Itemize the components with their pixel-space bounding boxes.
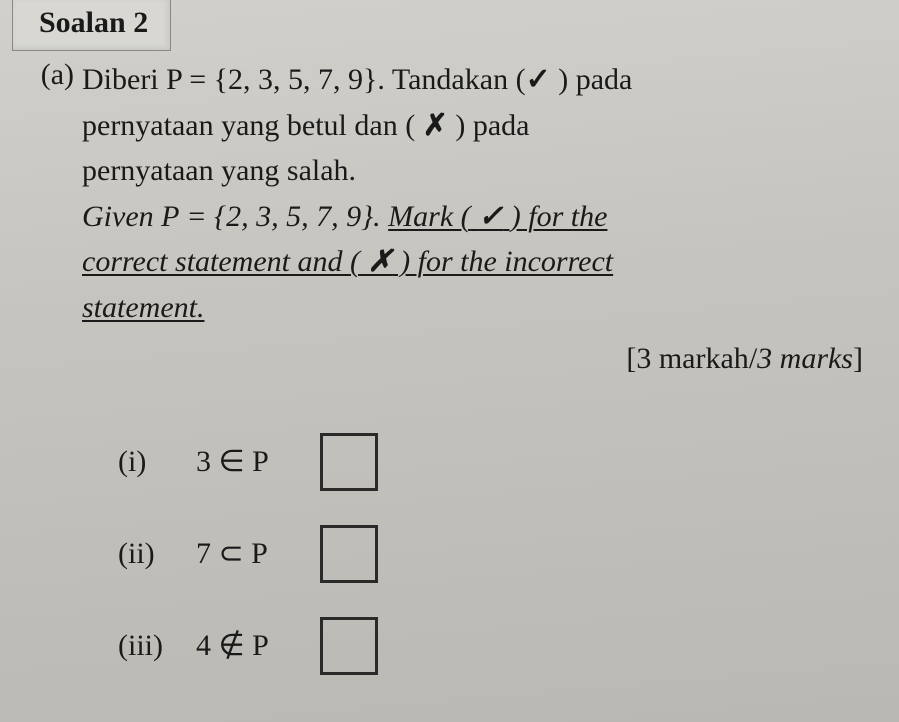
item-stmt-3: 4 ∉ P	[196, 624, 316, 668]
marks-slash: /	[749, 342, 757, 375]
marks-close: ]	[853, 342, 863, 375]
cross-icon: ✗	[423, 109, 448, 142]
malay-l2-a: pernyataan yang betul dan (	[82, 109, 415, 142]
eng-l1-u1: Mark (	[388, 200, 470, 233]
item-num-1: (i)	[118, 440, 196, 484]
question-header-label: Soalan 2	[39, 6, 148, 39]
eng-l1-u2: ) for the	[503, 200, 607, 233]
english-line-1: Given P = {2, 3, 5, 7, 9}. Mark ( ✓ ) fo…	[82, 195, 869, 239]
items-list: (i) 3 ∈ P (ii) 7 ⊂ P (iii) 4 ∉ P	[82, 433, 869, 675]
item-num-2: (ii)	[118, 532, 196, 576]
item-num-3: (iii)	[118, 624, 196, 668]
marks-open: [	[626, 342, 636, 375]
english-line-3: statement.	[82, 286, 204, 330]
eng-l1-lead: Given P = {2, 3, 5, 7, 9}.	[82, 200, 388, 233]
marks-line: [3 markah/3 marks]	[82, 337, 869, 381]
malay-line-1: Diberi P = {2, 3, 5, 7, 9}. Tandakan (✓ …	[82, 58, 869, 102]
english-line-2: correct statement and ( ✗ ) for the inco…	[82, 240, 869, 284]
answer-box-3[interactable]	[320, 617, 378, 675]
malay-l1-a: Diberi P = {2, 3, 5, 7, 9}. Tandakan (	[82, 63, 526, 96]
item-stmt-2: 7 ⊂ P	[196, 532, 316, 576]
malay-line-3: pernyataan yang salah.	[82, 149, 869, 193]
check-icon: ✓	[526, 63, 551, 96]
answer-box-1[interactable]	[320, 433, 378, 491]
part-label: (a)	[22, 58, 82, 675]
item-row: (iii) 4 ∉ P	[118, 617, 869, 675]
eng-l2-u2: ) for the incorrect	[393, 245, 614, 278]
marks-english: 3 marks	[757, 342, 853, 375]
answer-box-2[interactable]	[320, 525, 378, 583]
check-icon-2: ✓	[478, 200, 503, 233]
malay-l2-b: ) pada	[455, 109, 529, 142]
cross-icon-2: ✗	[367, 245, 392, 278]
item-stmt-1: 3 ∈ P	[196, 440, 316, 484]
page: Soalan 2 (a) Diberi P = {2, 3, 5, 7, 9}.…	[0, 0, 899, 722]
malay-line-2: pernyataan yang betul dan ( ✗ ) pada	[82, 104, 869, 148]
question-header-tab: Soalan 2	[12, 0, 171, 51]
marks-malay: 3 markah	[636, 342, 748, 375]
item-row: (i) 3 ∈ P	[118, 433, 869, 491]
malay-l1-b: ) pada	[551, 63, 633, 96]
item-row: (ii) 7 ⊂ P	[118, 525, 869, 583]
question-content: (a) Diberi P = {2, 3, 5, 7, 9}. Tandakan…	[0, 58, 899, 675]
question-body: Diberi P = {2, 3, 5, 7, 9}. Tandakan (✓ …	[82, 58, 869, 675]
eng-l2-u1: correct statement and (	[82, 245, 360, 278]
